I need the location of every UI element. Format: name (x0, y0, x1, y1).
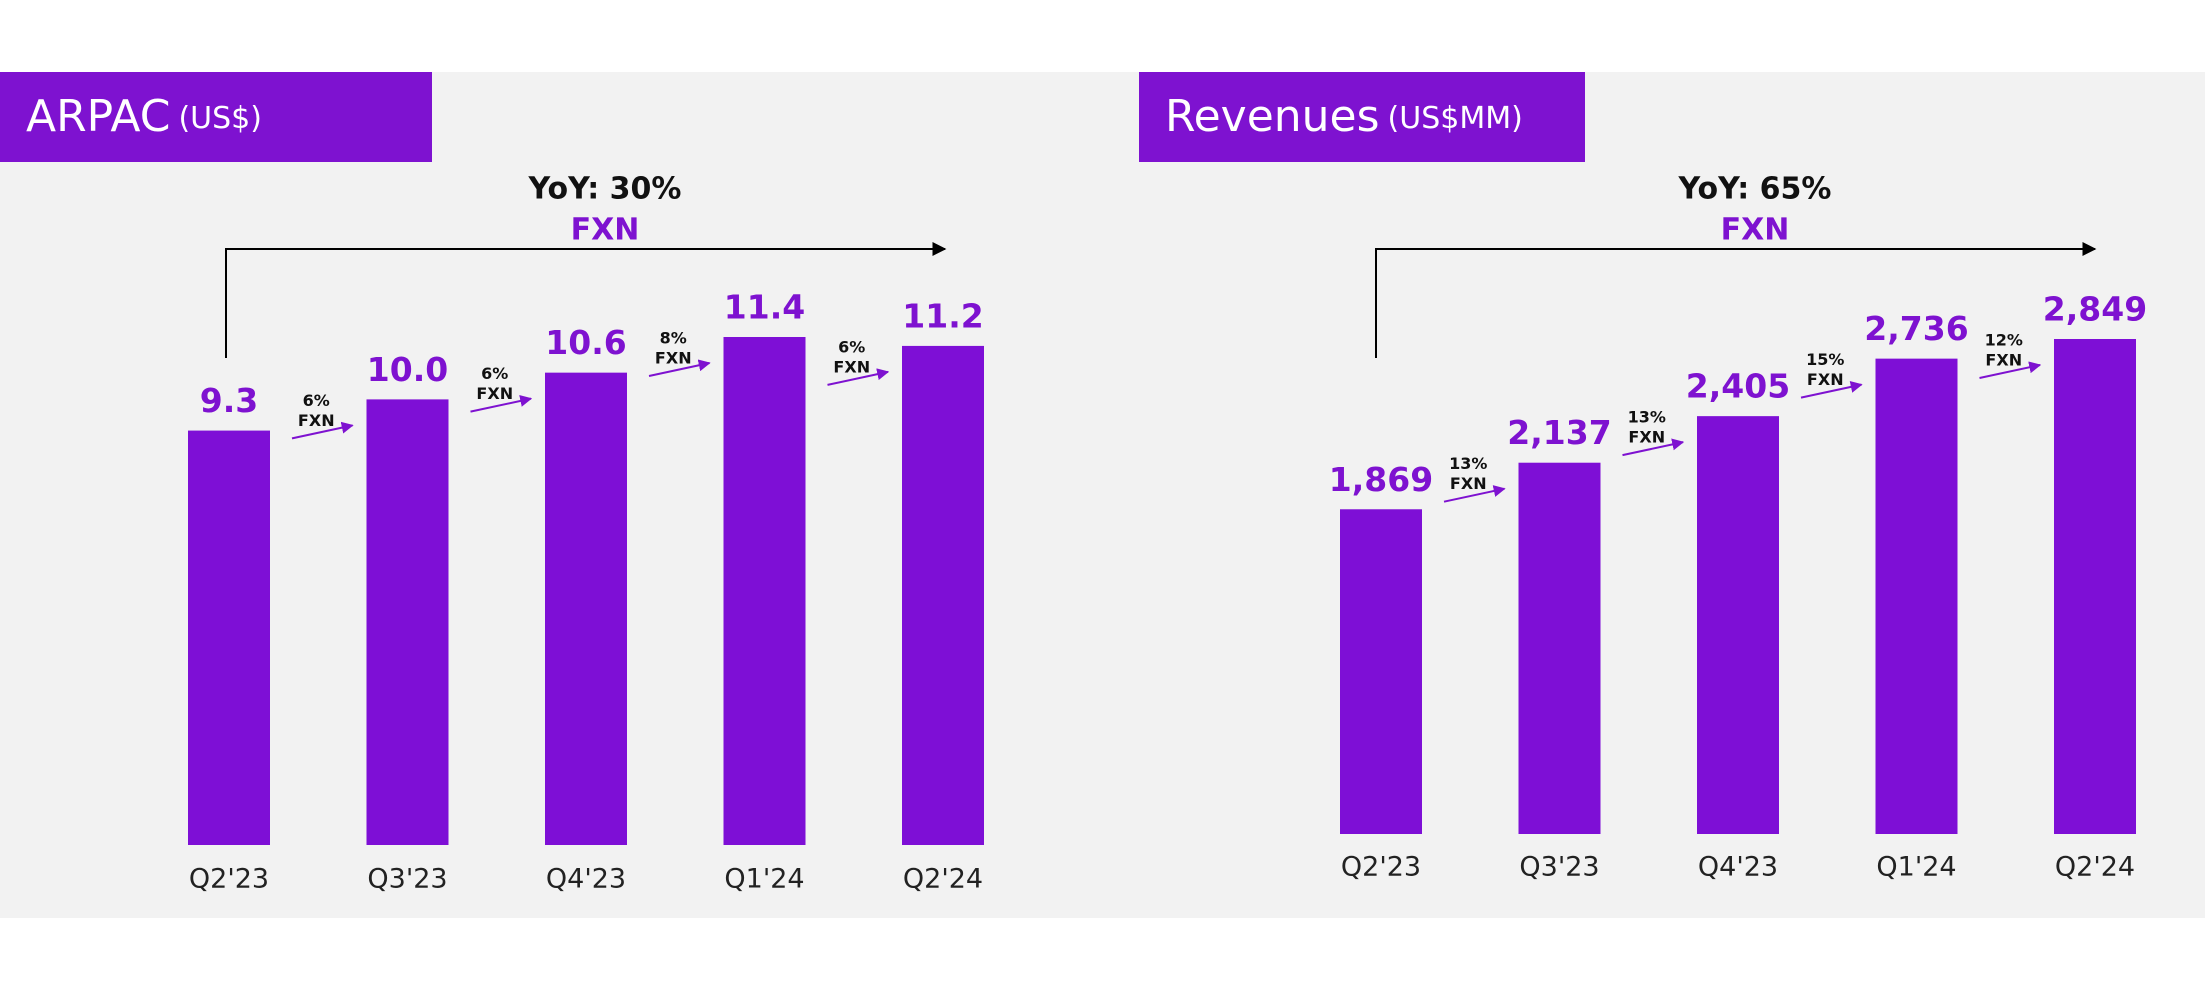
growth-label: 6% (838, 337, 865, 356)
growth-label: 12% (1985, 331, 2023, 350)
yoy-bracket (225, 242, 947, 358)
title-box (1139, 72, 1585, 162)
yoy-note: FXN (571, 213, 640, 248)
chart-title: ARPAC (US$) (26, 91, 262, 142)
growth-label: 13% (1449, 454, 1487, 473)
bar (1875, 358, 1958, 834)
growth-label: 13% (1628, 408, 1666, 427)
growth-note: FXN (1628, 428, 1665, 447)
growth-note: FXN (1807, 370, 1844, 389)
x-tick-label: Q2'24 (2055, 852, 2135, 883)
chart-title: Revenues (US$MM) (1165, 91, 1523, 142)
title-unit: (US$MM) (1388, 101, 1523, 136)
bar (545, 372, 627, 845)
value-label: 11.2 (902, 296, 983, 335)
x-tick-label: Q4'23 (546, 864, 626, 895)
bar (1340, 509, 1422, 834)
value-label: 2,405 (1686, 367, 1790, 406)
growth-note: FXN (833, 357, 870, 376)
title-box (0, 72, 432, 162)
title-main: ARPAC (26, 91, 170, 142)
growth-note: FXN (298, 411, 335, 430)
title-unit: (US$) (178, 101, 262, 136)
bar (188, 430, 270, 845)
yoy-bracket (1375, 242, 2097, 358)
growth-arrow (1800, 381, 1863, 399)
x-tick-label: Q2'24 (903, 864, 983, 895)
growth-note: FXN (1985, 351, 2022, 370)
bar (2054, 339, 2136, 834)
value-label: 9.3 (200, 381, 258, 420)
panel-background (0, 72, 2205, 918)
growth-arrow (1979, 361, 2042, 379)
x-tick-label: Q2'23 (1341, 852, 1421, 883)
bar (1697, 416, 1779, 834)
value-label: 2,849 (2043, 290, 2147, 329)
yoy-note: FXN (1721, 213, 1790, 248)
bar (1518, 462, 1601, 834)
growth-arrow (648, 359, 711, 377)
x-tick-label: Q1'24 (1876, 852, 1956, 883)
yoy-label: YoY: 30% (528, 172, 682, 207)
value-label: 11.4 (724, 288, 805, 327)
bar (902, 345, 984, 845)
x-tick-label: Q2'23 (189, 864, 269, 895)
growth-note: FXN (1450, 474, 1487, 493)
growth-arrow (470, 395, 533, 413)
yoy-label: YoY: 65% (1678, 172, 1832, 207)
value-label: 1,869 (1329, 460, 1433, 499)
growth-arrow (291, 421, 354, 440)
growth-note: FXN (476, 384, 513, 403)
title-main: Revenues (1165, 91, 1380, 142)
x-tick-label: Q3'23 (1519, 852, 1599, 883)
growth-label: 6% (303, 391, 330, 410)
value-label: 10.0 (367, 350, 448, 389)
x-tick-label: Q4'23 (1698, 852, 1778, 883)
value-label: 10.6 (545, 323, 626, 362)
growth-label: 6% (481, 364, 508, 383)
growth-arrow (827, 368, 890, 386)
bar (723, 337, 806, 845)
value-label: 2,736 (1864, 309, 1968, 348)
bar (366, 399, 449, 845)
growth-label: 15% (1806, 350, 1844, 369)
growth-arrow (1622, 438, 1685, 457)
x-tick-label: Q1'24 (724, 864, 804, 895)
growth-arrow (1443, 485, 1506, 503)
x-tick-label: Q3'23 (367, 864, 447, 895)
value-label: 2,137 (1507, 413, 1611, 452)
growth-note: FXN (655, 349, 692, 368)
growth-label: 8% (660, 329, 687, 348)
